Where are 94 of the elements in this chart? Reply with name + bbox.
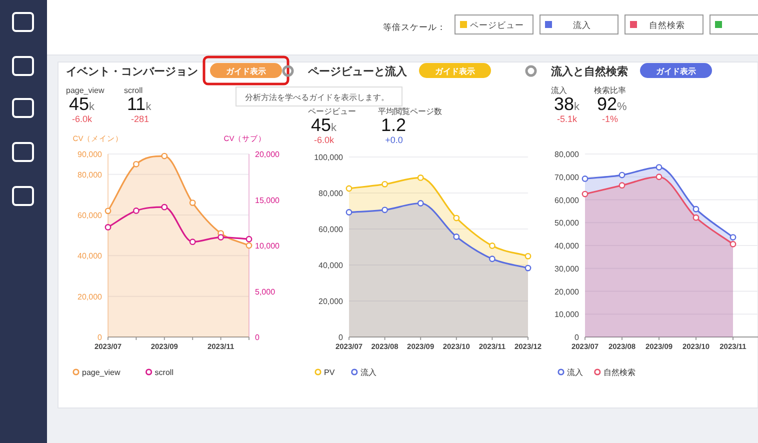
point <box>692 206 700 212</box>
text: 45k <box>311 115 338 135</box>
chart-title: 流入と自然検索 <box>550 65 628 78</box>
y-tick-label: 80,000 <box>78 170 103 180</box>
point <box>453 214 460 222</box>
point <box>133 160 140 168</box>
point <box>189 200 196 206</box>
point <box>382 180 388 188</box>
text: page_view <box>66 86 104 95</box>
text: -6.0k <box>314 135 334 145</box>
text: 分析方法を学べるガイドを表示します。 <box>245 93 389 102</box>
legend-label: 流入 <box>360 368 376 377</box>
point <box>692 214 700 221</box>
legend-label: 流入 <box>567 368 583 377</box>
text: 等倍スケール： <box>383 22 446 32</box>
legend-label: PV <box>324 368 336 377</box>
text: 11k <box>127 94 152 114</box>
y-tick-label: 80,000 <box>554 150 580 159</box>
point <box>489 256 496 262</box>
legend-label: scroll <box>154 368 174 377</box>
text: ページビュー <box>308 107 356 116</box>
point <box>417 200 424 206</box>
text: ガイド表示 <box>435 67 475 76</box>
point <box>246 242 252 249</box>
point <box>582 190 588 198</box>
text: 流入 <box>551 86 567 95</box>
point <box>524 264 532 272</box>
y-tick-label: 100,000 <box>314 153 344 162</box>
y-tick-label: 0 <box>338 333 344 342</box>
point <box>730 240 736 248</box>
y-tick-label: 20,000 <box>318 297 344 306</box>
point <box>161 204 168 210</box>
point <box>582 176 588 182</box>
point <box>524 252 532 260</box>
point <box>417 174 424 181</box>
text: scroll <box>124 86 143 95</box>
text: 平均閲覧ページ数 <box>378 107 442 116</box>
point <box>730 234 736 240</box>
y-tick-label: 10,000 <box>554 310 580 320</box>
y2-tick-label: 0 <box>255 333 260 342</box>
text: 自然検索 <box>649 20 685 30</box>
point <box>104 208 112 214</box>
text: +0.0 <box>385 135 403 145</box>
y-tick-label: 60,000 <box>78 211 103 220</box>
text: -281 <box>130 114 150 124</box>
y2-tick-label: 15,000 <box>255 196 280 205</box>
text: 38k <box>554 94 580 114</box>
text: -6.0k <box>72 114 92 124</box>
point <box>161 152 168 160</box>
y-tick-label: 20,000 <box>554 287 580 296</box>
y-tick-label: 0 <box>574 333 580 342</box>
legend-label: 自然検索 <box>603 368 636 377</box>
point <box>618 182 626 189</box>
point <box>453 234 460 240</box>
text: 45k <box>69 94 96 114</box>
y2-tick-label: 20,000 <box>255 150 280 159</box>
text: -1% <box>602 114 618 124</box>
point <box>189 238 196 246</box>
text: 1.2 <box>381 115 406 135</box>
chart-title: イベント・コンバージョン <box>66 66 198 78</box>
chart-title: ページビューと流入 <box>307 65 408 78</box>
text: ガイド表示 <box>656 67 696 76</box>
point <box>656 164 662 170</box>
point <box>489 242 496 249</box>
y-tick-label: 80,000 <box>318 189 344 198</box>
text: 流入 <box>573 20 591 30</box>
point <box>346 209 352 216</box>
text: ページビュー <box>470 20 524 30</box>
y-tick-label: 0 <box>98 333 103 342</box>
y-tick-label: 50,000 <box>554 218 580 228</box>
legend-label: page_view <box>82 368 120 377</box>
text: 検索比率 <box>594 86 626 95</box>
y-tick-label: 90,000 <box>78 150 103 159</box>
point <box>382 206 388 214</box>
y-tick-label: 60,000 <box>554 196 580 205</box>
y2-tick-label: 5,000 <box>255 287 276 296</box>
point <box>346 185 352 192</box>
point <box>656 174 662 180</box>
point <box>104 224 112 230</box>
y2-tick-label: 10,000 <box>255 242 280 250</box>
y-tick-label: 40,000 <box>78 252 103 261</box>
text: 92% <box>597 94 628 114</box>
point <box>618 172 626 178</box>
point <box>218 234 224 240</box>
y-tick-label: 40,000 <box>554 242 580 250</box>
y-tick-label: 40,000 <box>318 261 344 270</box>
text: -5.1k <box>556 114 578 124</box>
y-tick-label: 60,000 <box>318 225 344 234</box>
point <box>133 208 140 214</box>
y-tick-label: 20,000 <box>78 292 103 302</box>
y-tick-label: 70,000 <box>554 172 580 182</box>
y-tick-label: 30,000 <box>554 264 580 274</box>
point <box>246 236 252 242</box>
text: ガイド表示 <box>226 67 266 76</box>
